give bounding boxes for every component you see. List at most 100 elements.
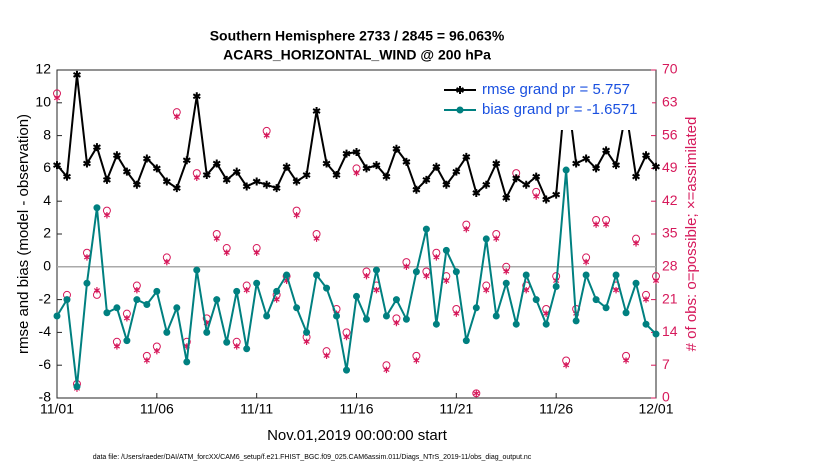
assimilated-marker xyxy=(403,263,410,270)
bias-marker xyxy=(412,268,420,276)
rmse-marker xyxy=(602,146,611,155)
assimilated-marker xyxy=(113,343,120,350)
possible-marker xyxy=(392,314,401,323)
possible-marker xyxy=(592,215,601,224)
assimilated-marker xyxy=(353,169,360,177)
assimilated-marker xyxy=(393,319,400,327)
rmse-marker xyxy=(262,180,271,189)
assimilated-marker xyxy=(583,258,590,266)
y2-axis-label: # of obs: o=possible; ×=assimilated xyxy=(683,117,700,352)
assimilated-marker xyxy=(632,240,640,247)
y-tick-label: 4 xyxy=(43,192,51,208)
bias-marker xyxy=(642,320,650,328)
rmse-marker xyxy=(382,172,391,181)
bias-marker xyxy=(203,328,211,336)
possible-marker xyxy=(402,258,411,267)
assimilated-marker xyxy=(83,254,91,261)
assimilated-marker xyxy=(53,94,61,102)
assimilated-marker xyxy=(173,113,180,121)
assimilated-marker xyxy=(503,268,510,275)
rmse-marker xyxy=(102,175,111,184)
rmse-marker xyxy=(472,189,481,197)
x-tick-label: 12/01 xyxy=(638,401,673,417)
legend-label: bias grand pr = -1.6571 xyxy=(482,101,638,118)
assimilated-marker xyxy=(343,333,350,341)
possible-marker xyxy=(622,351,631,360)
possible-marker xyxy=(462,220,471,229)
rmse-marker xyxy=(402,157,411,166)
possible-marker xyxy=(172,108,181,117)
bias-marker xyxy=(492,312,500,320)
bias-marker xyxy=(283,271,291,279)
bias-marker xyxy=(153,287,161,295)
rmse-marker xyxy=(592,164,601,173)
rmse-marker xyxy=(442,180,451,189)
assimilated-marker xyxy=(483,287,490,294)
bias-marker xyxy=(93,204,101,212)
assimilated-marker xyxy=(253,249,260,256)
rmse-marker xyxy=(532,172,541,181)
assimilated-marker xyxy=(193,174,200,181)
assimilated-marker xyxy=(103,212,110,219)
assimilated-marker xyxy=(363,272,370,280)
x-axis-label: Nov.01,2019 00:00:00 start xyxy=(267,427,448,444)
assimilated-marker xyxy=(453,310,460,317)
y-tick-label: 0 xyxy=(43,258,51,274)
y-tick-label: 6 xyxy=(43,159,51,175)
y2-tick-label: 63 xyxy=(662,94,678,110)
bias-marker xyxy=(243,345,251,353)
assimilated-marker xyxy=(263,132,270,139)
y2-tick-label: 42 xyxy=(662,192,678,208)
possible-marker xyxy=(112,337,121,346)
possible-marker xyxy=(382,361,391,370)
assimilated-marker xyxy=(493,235,500,242)
rmse-marker xyxy=(142,154,151,163)
x-tick-label: 11/26 xyxy=(539,401,573,417)
bias-marker xyxy=(63,296,71,304)
possible-marker xyxy=(252,244,261,253)
bias-marker xyxy=(193,266,201,274)
rmse-marker xyxy=(372,161,381,170)
bias-marker xyxy=(562,166,570,174)
bias-marker xyxy=(263,312,271,320)
rmse-marker xyxy=(462,152,471,161)
bias-marker xyxy=(353,292,360,300)
rmse-marker xyxy=(152,164,161,173)
possible-marker xyxy=(472,389,481,398)
assimilated-marker xyxy=(433,254,440,261)
possible-marker xyxy=(532,187,541,196)
rmse-marker xyxy=(73,70,81,79)
bias-marker xyxy=(512,320,520,328)
rmse-marker xyxy=(182,156,191,165)
y2-tick-label: 21 xyxy=(662,290,678,306)
possible-marker xyxy=(92,290,101,299)
assimilated-marker xyxy=(423,272,430,280)
assimilated-marker xyxy=(123,315,130,322)
rmse-marker xyxy=(422,175,431,184)
rmse-marker xyxy=(432,162,441,171)
legend-marker xyxy=(456,86,464,94)
rmse-marker xyxy=(332,170,341,179)
y2-tick-label: 56 xyxy=(662,126,678,142)
rmse-marker xyxy=(82,159,91,168)
y2-tick-label: 14 xyxy=(662,323,678,339)
bias-marker xyxy=(333,312,341,320)
assimilated-marker xyxy=(293,212,300,219)
y-tick-label: 12 xyxy=(35,61,51,77)
possible-marker xyxy=(642,290,651,299)
rmse-marker xyxy=(632,172,640,181)
rmse-marker xyxy=(522,180,531,189)
possible-marker xyxy=(562,356,571,365)
y-tick-label: 10 xyxy=(35,94,51,110)
rmse-marker xyxy=(492,159,501,168)
bias-marker xyxy=(402,315,410,323)
bias-marker xyxy=(432,320,440,328)
assimilated-marker xyxy=(533,193,540,200)
bias-marker xyxy=(343,366,351,374)
rmse-marker xyxy=(272,184,281,193)
y2-tick-label: 70 xyxy=(662,61,678,77)
possible-marker xyxy=(242,281,251,290)
possible-marker xyxy=(342,328,351,337)
rmse-marker xyxy=(612,161,621,170)
assimilated-marker xyxy=(303,338,310,345)
